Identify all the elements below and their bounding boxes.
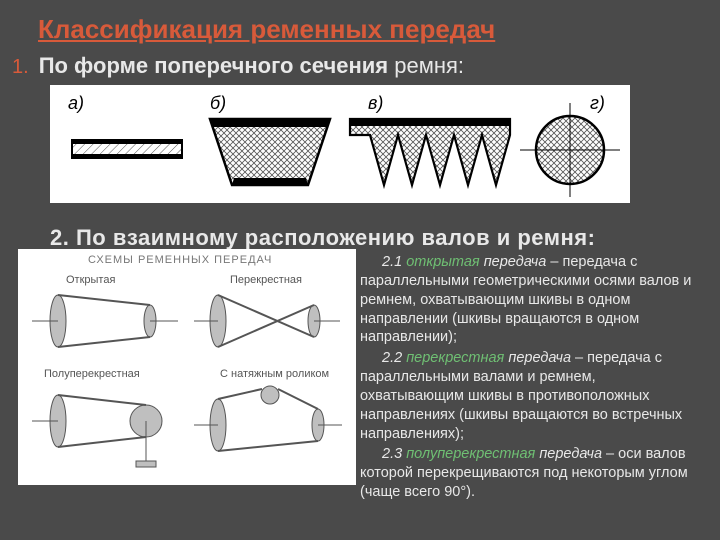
section-1-heading: По форме поперечного сечения ремня: <box>39 53 464 79</box>
cross-sections-svg: а) б) в) г) <box>50 85 630 203</box>
shape-round-belt <box>520 103 620 197</box>
figure-cross-sections: а) б) в) г) <box>50 85 630 203</box>
section-1-row: 1. По форме поперечного сечения ремня: <box>12 53 702 79</box>
slide: Классификация ременных передач 1. По фор… <box>0 0 720 540</box>
def-3-word: передача <box>539 446 602 462</box>
shape-v-belt <box>210 119 330 185</box>
section-1-bold: По форме поперечного сечения <box>39 53 388 78</box>
def-1: 2.1 открытая передача – передача с парал… <box>360 253 692 347</box>
svg-text:С натяжным роликом: С натяжным роликом <box>220 368 329 380</box>
section-1-rest: ремня: <box>388 53 464 78</box>
row-2: СХЕМЫ РЕМЕННЫХ ПЕРЕДАЧ Открытая Перекрес… <box>18 249 702 504</box>
def-1-term: открытая <box>406 254 479 270</box>
fig2-header: СХЕМЫ РЕМЕННЫХ ПЕРЕДАЧ <box>88 254 272 266</box>
def-2-term: перекрестная <box>406 350 504 366</box>
def-3-num: 2.3 <box>382 446 402 462</box>
bullet-number: 1. <box>12 56 29 79</box>
def-3-term: полуперекрестная <box>406 446 535 462</box>
scheme-open: Открытая <box>32 274 178 347</box>
label-b: б) <box>210 93 226 113</box>
svg-text:Перекрестная: Перекрестная <box>230 274 302 286</box>
scheme-idler: С натяжным роликом <box>194 368 342 451</box>
def-2: 2.2 перекрестная передача – передача с п… <box>360 349 692 443</box>
scheme-semi-crossed: Полуперекрестная <box>32 368 162 467</box>
label-v: в) <box>368 93 383 113</box>
shape-flat-belt <box>72 140 182 158</box>
label-a: а) <box>68 93 84 113</box>
scheme-crossed: Перекрестная <box>194 274 340 347</box>
svg-text:Открытая: Открытая <box>66 274 115 286</box>
def-1-word: передача <box>484 254 547 270</box>
section-2-heading: 2. По взаимному расположению валов и рем… <box>50 225 690 251</box>
def-1-num: 2.1 <box>382 254 402 270</box>
label-g: г) <box>590 93 605 113</box>
figure-drive-schemes: СХЕМЫ РЕМЕННЫХ ПЕРЕДАЧ Открытая Перекрес… <box>18 249 356 485</box>
shape-poly-v-belt <box>350 119 510 185</box>
slide-title: Классификация ременных передач <box>38 14 702 45</box>
def-2-num: 2.2 <box>382 350 402 366</box>
def-3: 2.3 полуперекрестная передача – оси вало… <box>360 445 692 502</box>
def-2-word: передача <box>508 350 571 366</box>
svg-text:Полуперекрестная: Полуперекрестная <box>44 368 140 380</box>
drive-schemes-svg: СХЕМЫ РЕМЕННЫХ ПЕРЕДАЧ Открытая Перекрес… <box>18 249 356 485</box>
definitions-block: 2.1 открытая передача – передача с парал… <box>360 249 692 504</box>
